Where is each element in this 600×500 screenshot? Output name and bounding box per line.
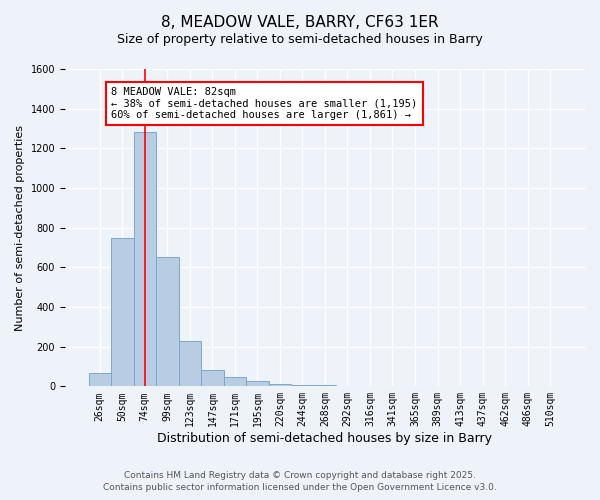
Bar [134, 132, 156, 386]
Bar [201, 370, 224, 386]
Text: 8, MEADOW VALE, BARRY, CF63 1ER: 8, MEADOW VALE, BARRY, CF63 1ER [161, 15, 439, 30]
X-axis label: Distribution of semi-detached houses by size in Barry: Distribution of semi-detached houses by … [157, 432, 493, 445]
Y-axis label: Number of semi-detached properties: Number of semi-detached properties [15, 124, 25, 330]
Text: Contains HM Land Registry data © Crown copyright and database right 2025.
Contai: Contains HM Land Registry data © Crown c… [103, 471, 497, 492]
Bar [156, 258, 179, 386]
Bar [246, 382, 269, 386]
Bar [291, 384, 314, 386]
Bar [224, 378, 246, 386]
Text: 8 MEADOW VALE: 82sqm
← 38% of semi-detached houses are smaller (1,195)
60% of se: 8 MEADOW VALE: 82sqm ← 38% of semi-detac… [111, 87, 418, 120]
Bar [179, 340, 201, 386]
Bar [111, 238, 134, 386]
Bar [89, 374, 111, 386]
Bar [269, 384, 291, 386]
Text: Size of property relative to semi-detached houses in Barry: Size of property relative to semi-detach… [117, 32, 483, 46]
